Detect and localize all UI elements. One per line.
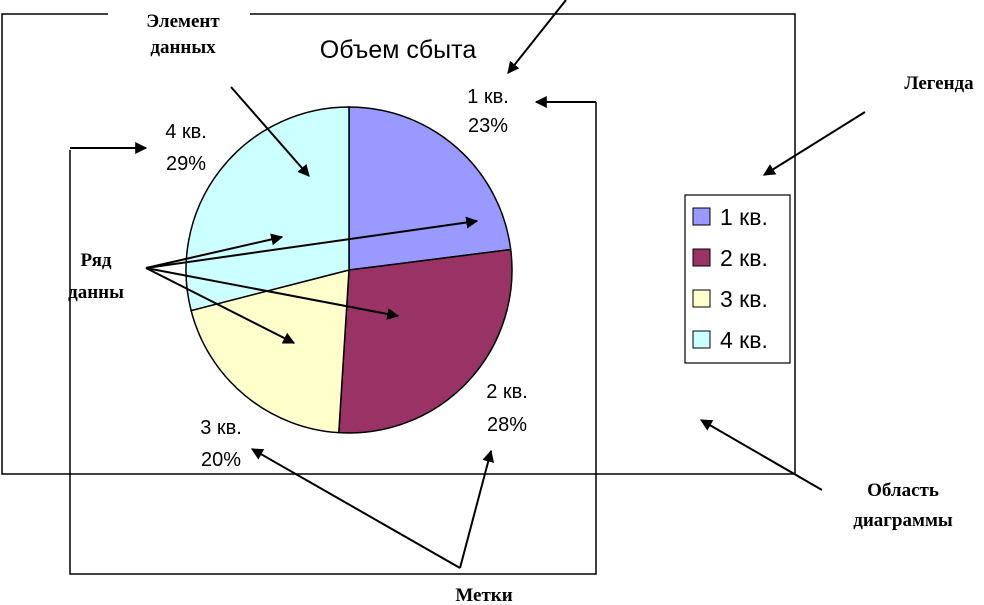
- data-label-percent: 23%: [468, 115, 508, 137]
- arrow-chart-area: [699, 419, 823, 491]
- legend-label-1: 1 кв.: [720, 204, 768, 230]
- annotation-data-element-line2: данных: [150, 37, 216, 58]
- data-label-category: 3 кв.: [200, 417, 242, 439]
- data-label-q4: 4 кв. 29%: [165, 121, 207, 175]
- annotation-chart-area-line2: диаграммы: [853, 510, 953, 531]
- arrow-series-1: [145, 233, 284, 269]
- legend-label-4: 4 кв.: [720, 327, 768, 353]
- data-label-q2: 2 кв. 28%: [486, 381, 528, 436]
- annotation-data-series-line1: Ряд: [80, 250, 111, 271]
- data-label-percent: 28%: [487, 414, 527, 436]
- legend: 1 кв. 2 кв. 3 кв. 4 кв.: [684, 194, 791, 364]
- data-label-category: 1 кв.: [467, 86, 509, 108]
- pie-slice-1: [348, 106, 512, 271]
- data-label-category: 2 кв.: [486, 381, 528, 403]
- data-labels: 1 кв. 23% 2 кв. 28% 3 кв. 20% 4 кв. 29%: [165, 86, 528, 471]
- legend-swatch-1: [692, 207, 711, 226]
- legend-label-2: 2 кв.: [720, 245, 768, 271]
- data-label-percent: 20%: [201, 449, 241, 471]
- arrow-labels-q2: [459, 449, 495, 569]
- arrow-title: [507, 0, 567, 74]
- chart-area-frame: [1, 13, 796, 475]
- arrow-legend: [762, 111, 866, 176]
- annotations: Элемент данных Ряд данны Легенда Область…: [68, 11, 974, 605]
- arrow-series-4: [145, 267, 296, 344]
- chart-title: Объем сбыта: [320, 36, 477, 64]
- arrow-labels-q3: [250, 448, 461, 569]
- legend-swatch-3: [692, 289, 711, 308]
- annotation-data-element-line1: Элемент: [146, 11, 220, 32]
- legend-swatch-2: [692, 248, 711, 267]
- arrow-series-2: [145, 216, 479, 269]
- annotation-labels: Метки: [455, 585, 512, 605]
- annotation-chart-area-line1: Область: [867, 480, 939, 501]
- annotation-legend: Легенда: [904, 73, 974, 94]
- arrow-series-3: [145, 267, 400, 320]
- legend-items: 1 кв. 2 кв. 3 кв. 4 кв.: [692, 204, 768, 353]
- arrow-data-element: [230, 86, 310, 177]
- annotation-data-series-line2: данны: [68, 282, 124, 303]
- pie-slices: [185, 106, 513, 434]
- legend-label-3: 3 кв.: [720, 286, 768, 312]
- data-label-category: 4 кв.: [165, 121, 207, 143]
- data-label-q3: 3 кв. 20%: [200, 417, 242, 471]
- legend-swatch-4: [692, 330, 711, 349]
- pie-slice-2: [337, 248, 513, 434]
- annotation-arrows: [70, 0, 866, 569]
- data-label-q1: 1 кв. 23%: [467, 86, 509, 137]
- data-label-percent: 29%: [166, 153, 206, 175]
- labels-bracket: [69, 102, 597, 575]
